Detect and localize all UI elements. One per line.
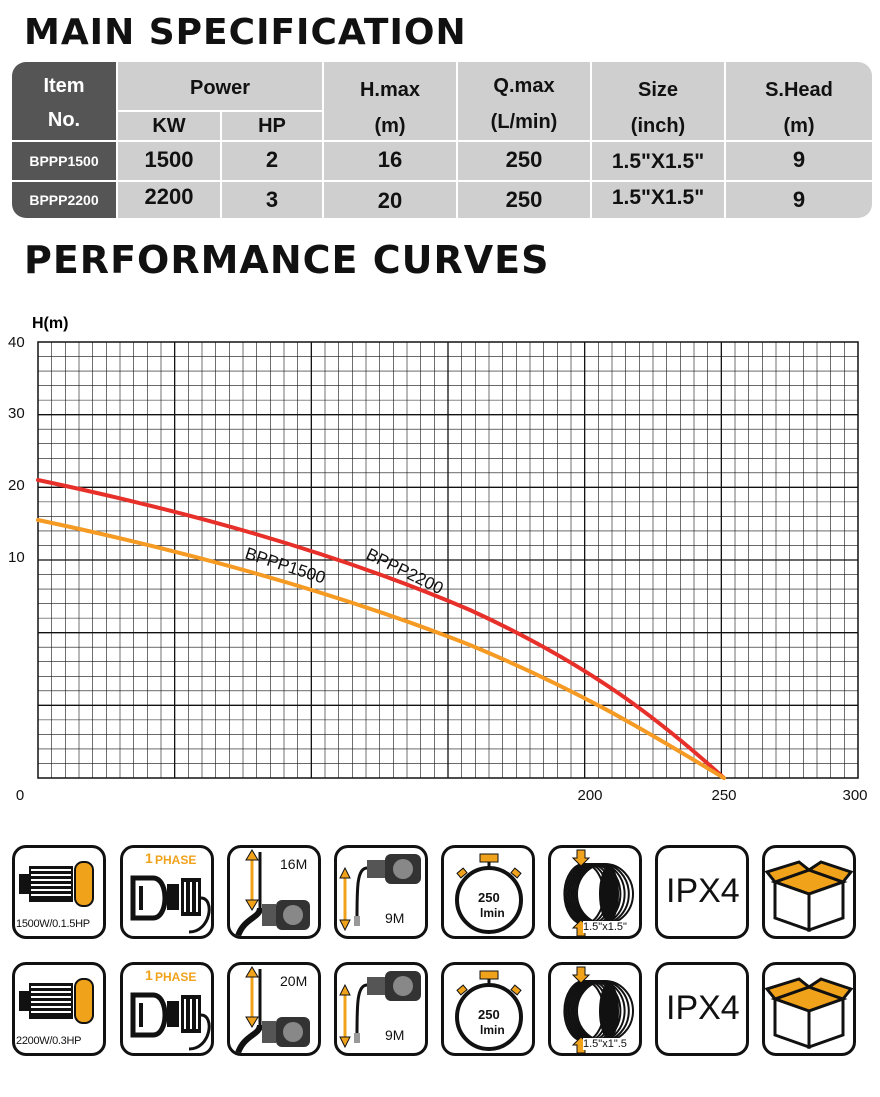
header-bg: [118, 62, 872, 140]
suction-depth-icon: 9M: [334, 845, 428, 939]
x-tick-label: 0: [16, 787, 24, 804]
phase-icon: 1 PHASE: [120, 962, 214, 1056]
flow-unit: lmin: [480, 906, 505, 920]
power-header: Power: [189, 76, 251, 99]
head-height-icon: 20M: [227, 962, 321, 1056]
series-line-bppp2200: [36, 478, 726, 780]
row1-kw: 1500: [144, 147, 194, 172]
row2-hp: 3: [265, 187, 279, 212]
motor-icon: 1500W/0.1.5HP: [12, 845, 106, 939]
spec-heading: MAIN SPECIFICATION: [24, 12, 467, 53]
row2-shead: 9: [792, 187, 806, 212]
spec-table: Item No. Power KW HP H.max (m) Q.max (L/…: [12, 62, 872, 218]
ip-rating-icon: IPX4: [655, 845, 749, 939]
phase-number: 1: [145, 967, 153, 983]
row1-model: BPPP1500: [29, 153, 99, 169]
row2-hmax: 20: [377, 188, 403, 213]
hose-size-icon: 1.5"x1.5": [548, 845, 642, 939]
series-line-bppp1500: [36, 518, 726, 780]
hmax-unit: (m): [374, 114, 406, 137]
flow-timer-icon: 250 lmin: [441, 962, 535, 1056]
shead-header: S.Head: [765, 78, 833, 101]
hose-size-label: 1.5"x1.5": [583, 921, 627, 933]
phase-label: PHASE: [155, 970, 197, 984]
row2-size: 1.5"X1.5": [611, 186, 705, 209]
head-height-icon: 16M: [227, 845, 321, 939]
shead-unit: (m): [783, 114, 815, 137]
y-tick-label: 10: [8, 549, 25, 566]
row1-shead: 9: [792, 147, 806, 172]
ip-rating-label: IPX4: [666, 872, 740, 910]
y-tick-label: 20: [8, 477, 25, 494]
row2-qmax: 250: [505, 187, 543, 212]
suction-depth-icon: 9M: [334, 962, 428, 1056]
flow-value: 250: [478, 890, 500, 905]
phase-label: PHASE: [155, 853, 197, 867]
row1-hmax: 16: [377, 147, 403, 172]
x-tick-label: 250: [711, 787, 736, 804]
ip-rating-label: IPX4: [666, 989, 740, 1027]
row2-kw: 2200: [144, 184, 194, 209]
perf-heading: PERFORMANCE CURVES: [24, 238, 550, 282]
kw-header: KW: [152, 114, 186, 137]
flow-value: 250: [478, 1007, 500, 1022]
chart-curves: [36, 478, 726, 780]
package-box-icon: [762, 845, 856, 939]
row2-bg: [118, 182, 872, 218]
qmax-header: Q.max: [493, 74, 555, 97]
no-header: No.: [47, 108, 81, 131]
y-axis-label: H(m): [32, 315, 68, 332]
ip-rating-icon: IPX4: [655, 962, 749, 1056]
phase-icon: 1 PHASE: [120, 845, 214, 939]
row1-hp: 2: [265, 147, 279, 172]
suction-depth-label: 9M: [385, 1027, 405, 1043]
chart-grid: [37, 341, 859, 779]
phase-number: 1: [145, 850, 153, 866]
x-tick-label: 300: [842, 787, 867, 804]
size-unit: (inch): [630, 114, 686, 137]
hmax-header: H.max: [359, 78, 421, 101]
suction-depth-label: 9M: [385, 910, 405, 926]
flow-timer-icon: 250 lmin: [441, 845, 535, 939]
motor-icon: 2200W/0.3HP: [12, 962, 106, 1056]
motor-label: 1500W/0.1.5HP: [16, 918, 90, 930]
hp-header: HP: [258, 114, 286, 137]
motor-label: 2200W/0.3HP: [16, 1035, 82, 1047]
row2-model: BPPP2200: [29, 192, 99, 208]
row1-qmax: 250: [505, 147, 543, 172]
flow-unit: lmin: [480, 1023, 505, 1037]
row1-bg: [118, 142, 872, 180]
y-tick-label: 40: [8, 334, 25, 351]
x-tick-label: 200: [577, 787, 602, 804]
qmax-unit: (L/min): [490, 110, 558, 133]
head-height-label: 20M: [280, 973, 308, 989]
y-tick-label: 30: [8, 405, 25, 422]
row1-size: 1.5"X1.5": [611, 150, 705, 173]
package-box-icon: [762, 962, 856, 1056]
size-header: Size: [637, 78, 679, 101]
hose-size-icon: 1.5"x1".5: [548, 962, 642, 1056]
item-header: Item: [43, 74, 85, 97]
hose-size-label: 1.5"x1".5: [583, 1038, 627, 1050]
head-height-label: 16M: [280, 856, 308, 872]
